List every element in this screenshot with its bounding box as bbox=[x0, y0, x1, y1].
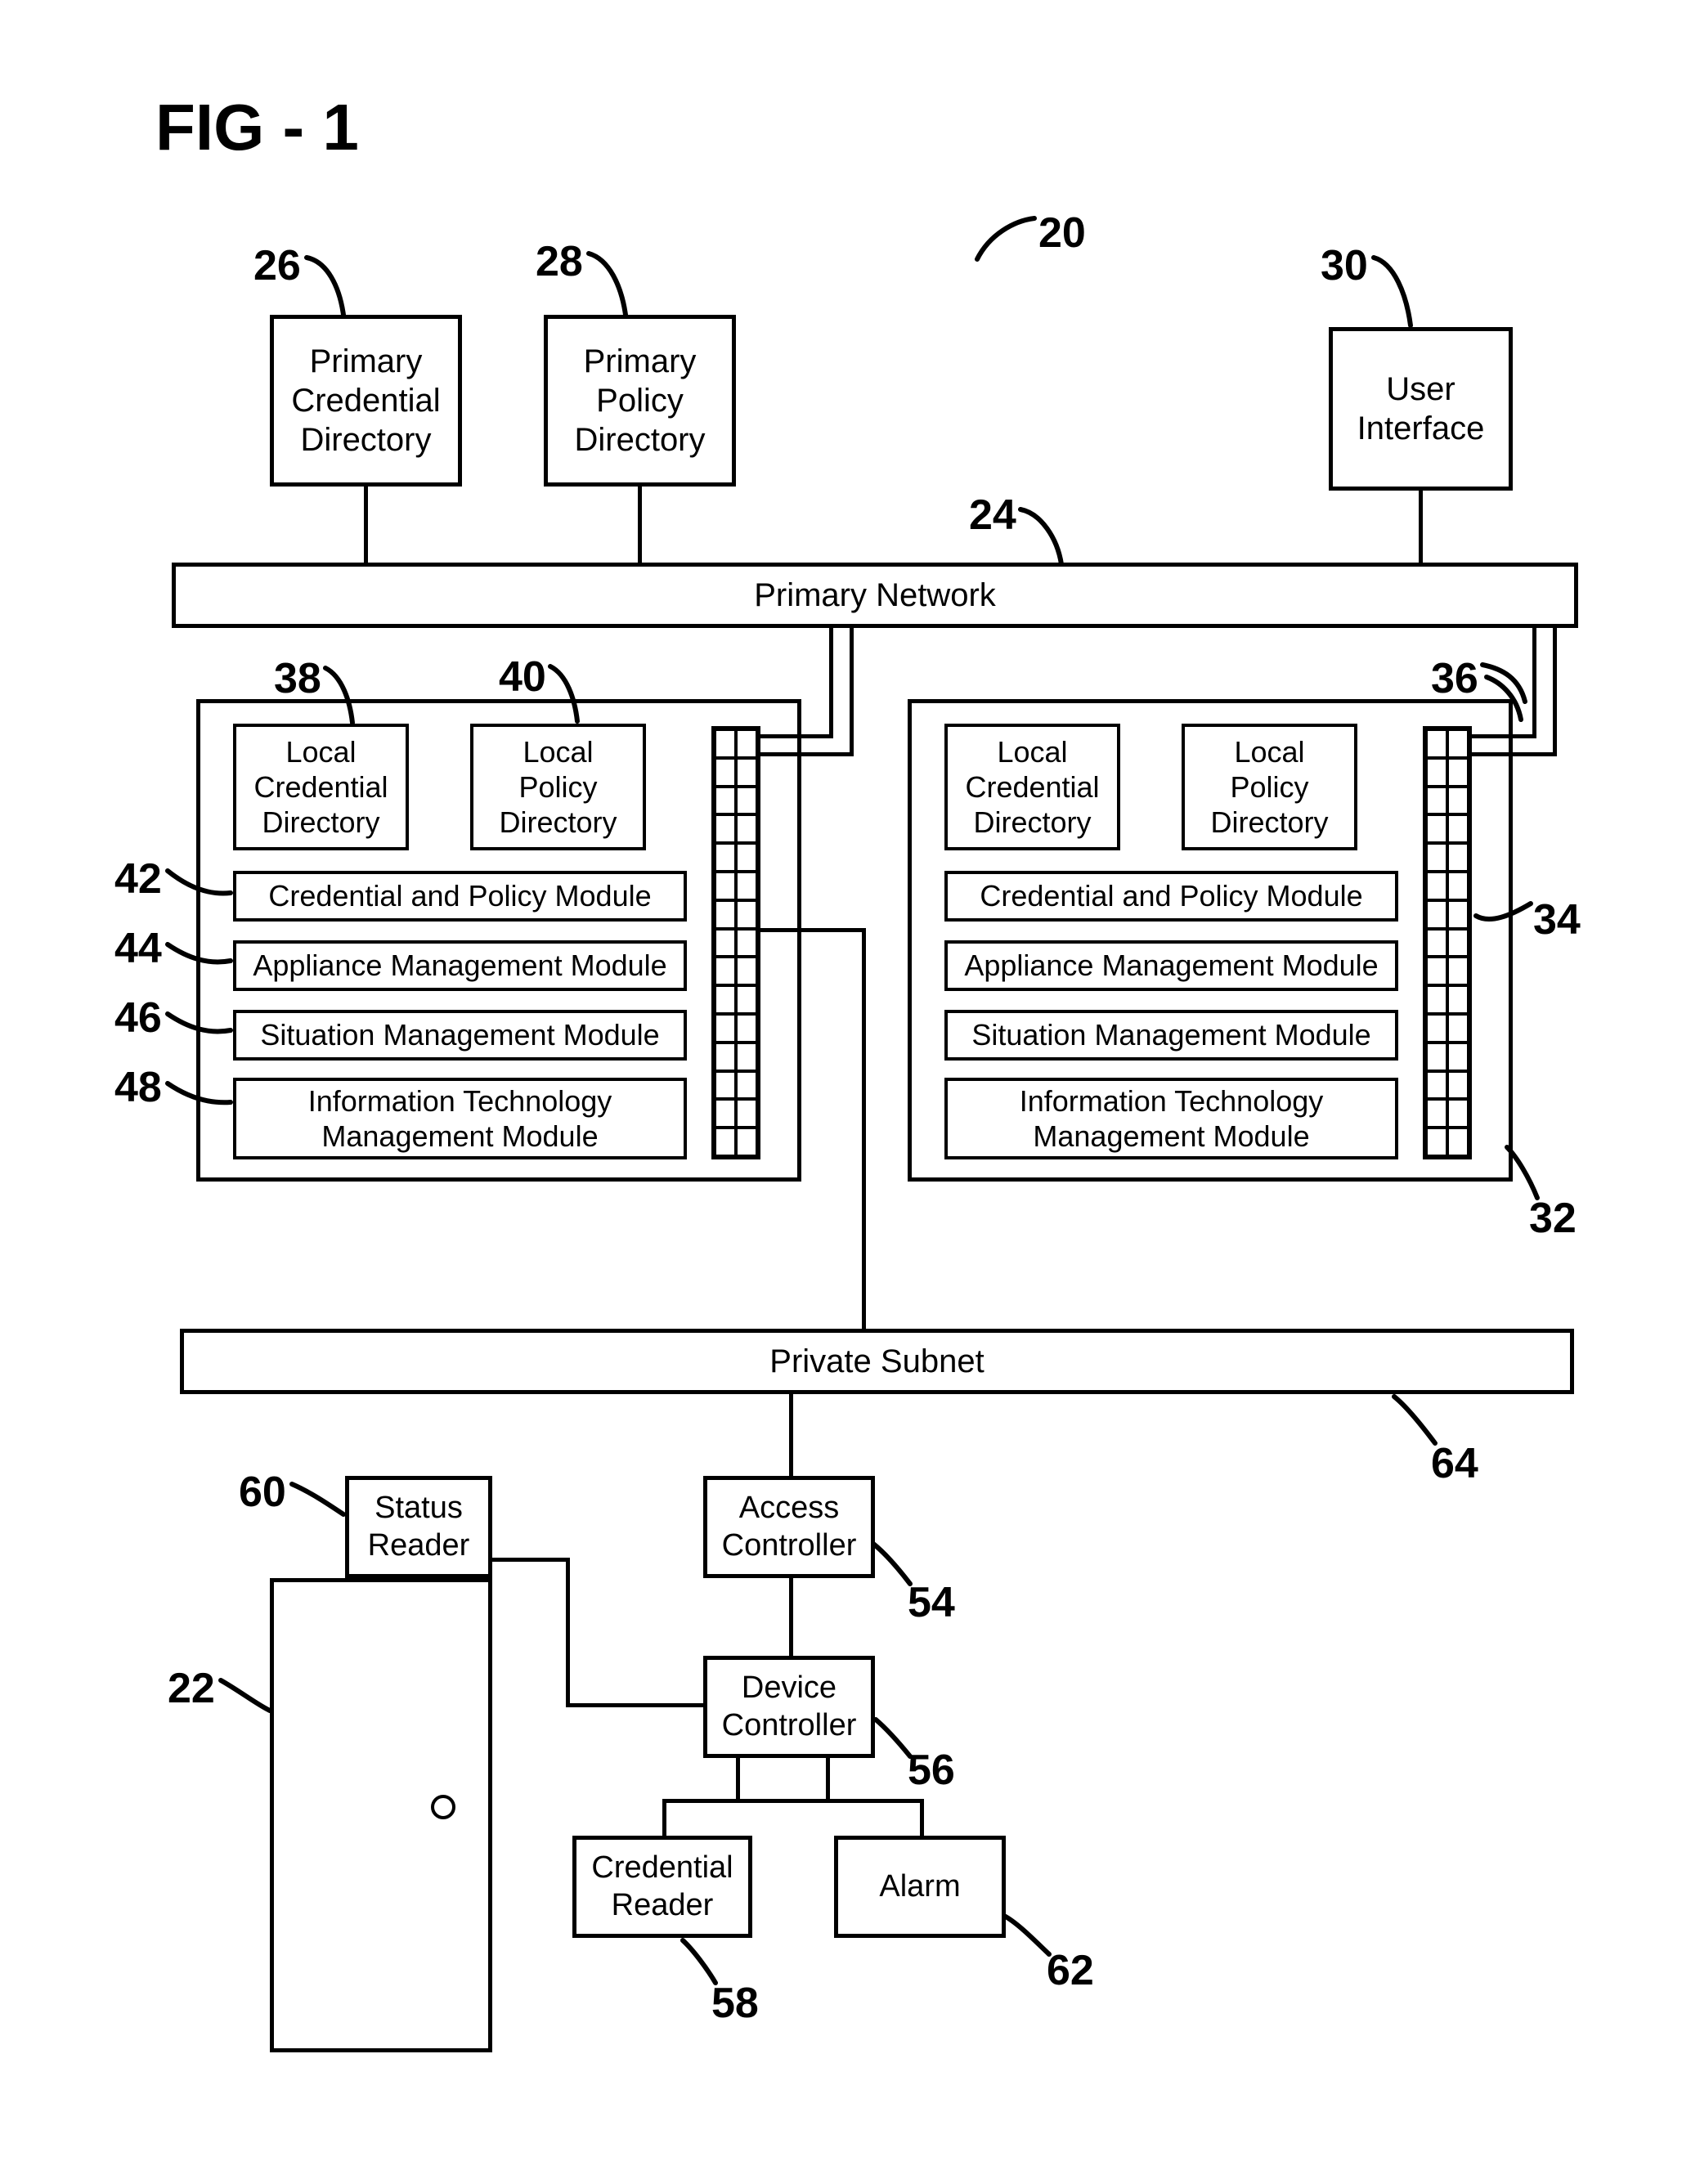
primary-network-box: Primary Network bbox=[172, 563, 1578, 628]
lead-60 bbox=[288, 1480, 347, 1517]
line-net-right-2v bbox=[1553, 628, 1557, 756]
status-reader-box: Status Reader bbox=[345, 1476, 492, 1578]
figure-label: FIG - 1 bbox=[155, 90, 359, 165]
private-subnet-box: Private Subnet bbox=[180, 1329, 1574, 1394]
left-appliance-container: Local Credential Directory Local Policy … bbox=[196, 699, 801, 1182]
line-status-to-device-h2 bbox=[566, 1703, 705, 1707]
door-handle-icon bbox=[431, 1795, 455, 1819]
ref-40: 40 bbox=[499, 653, 546, 702]
left-local-credential-dir: Local Credential Directory bbox=[233, 724, 409, 850]
right-appliance-container: Local Credential Directory Local Policy … bbox=[908, 699, 1513, 1182]
line-left-to-subnet-h bbox=[760, 928, 866, 932]
alarm-box: Alarm bbox=[834, 1836, 1006, 1938]
lead-54 bbox=[871, 1541, 920, 1590]
ref-60: 60 bbox=[239, 1468, 286, 1517]
ref-26: 26 bbox=[253, 241, 301, 290]
primary-credential-directory-box: Primary Credential Directory bbox=[270, 315, 462, 487]
right-appliance-module: Appliance Management Module bbox=[944, 940, 1398, 991]
ref-34: 34 bbox=[1533, 895, 1581, 944]
ref-48: 48 bbox=[114, 1063, 162, 1112]
lead-42 bbox=[164, 867, 233, 899]
line-ui-to-network bbox=[1419, 491, 1423, 564]
ref-30: 30 bbox=[1321, 241, 1368, 290]
left-local-policy-dir: Local Policy Directory bbox=[470, 724, 646, 850]
right-local-policy-dir: Local Policy Directory bbox=[1182, 724, 1357, 850]
left-port-grid bbox=[711, 726, 760, 1159]
line-fork-to-cred bbox=[662, 1799, 666, 1836]
lead-34 bbox=[1473, 899, 1535, 932]
lead-62 bbox=[1002, 1913, 1059, 1958]
primary-policy-directory-box: Primary Policy Directory bbox=[544, 315, 736, 487]
line-net-left-2v bbox=[850, 628, 854, 756]
left-situation-module: Situation Management Module bbox=[233, 1010, 687, 1061]
line-left-to-subnet-v bbox=[862, 928, 866, 1329]
access-controller-box: Access Controller bbox=[703, 1476, 875, 1578]
line-status-to-device-v bbox=[566, 1558, 570, 1707]
ref-44: 44 bbox=[114, 924, 162, 973]
ref-36: 36 bbox=[1431, 654, 1478, 703]
line-pcd-to-network bbox=[364, 487, 368, 564]
line-access-to-device bbox=[789, 1578, 793, 1656]
lead-64 bbox=[1390, 1394, 1447, 1447]
lead-32 bbox=[1505, 1145, 1554, 1202]
lead-26 bbox=[303, 253, 368, 319]
credential-reader-box: Credential Reader bbox=[572, 1836, 752, 1938]
left-cred-policy-module: Credential and Policy Module bbox=[233, 871, 687, 922]
line-status-to-device-h bbox=[492, 1558, 570, 1562]
line-net-left-2h bbox=[760, 752, 854, 756]
device-controller-box: Device Controller bbox=[703, 1656, 875, 1758]
lead-24 bbox=[1016, 505, 1082, 567]
line-subnet-to-access bbox=[789, 1394, 793, 1476]
lead-22 bbox=[217, 1676, 274, 1713]
line-net-left-1h bbox=[760, 734, 833, 738]
line-net-right-2h bbox=[1471, 752, 1557, 756]
line-device-fork-v1 bbox=[736, 1758, 740, 1799]
lead-48 bbox=[164, 1079, 233, 1108]
left-it-module: Information Technology Management Module bbox=[233, 1078, 687, 1159]
lead-28 bbox=[585, 249, 650, 319]
lead-40 bbox=[546, 662, 595, 724]
door-icon bbox=[270, 1578, 492, 2052]
right-local-credential-dir: Local Credential Directory bbox=[944, 724, 1120, 850]
line-net-right-1v bbox=[1532, 628, 1536, 738]
line-device-fork-v2 bbox=[826, 1758, 830, 1799]
line-net-right-1h bbox=[1471, 734, 1536, 738]
lead-58 bbox=[679, 1938, 724, 1987]
ref-42: 42 bbox=[114, 854, 162, 904]
ref-46: 46 bbox=[114, 993, 162, 1043]
ref-38: 38 bbox=[274, 654, 321, 703]
ref-22: 22 bbox=[168, 1664, 215, 1713]
right-situation-module: Situation Management Module bbox=[944, 1010, 1398, 1061]
right-cred-policy-module: Credential and Policy Module bbox=[944, 871, 1398, 922]
right-it-module: Information Technology Management Module bbox=[944, 1078, 1398, 1159]
line-device-fork-h bbox=[662, 1799, 924, 1803]
line-net-left-1v bbox=[829, 628, 833, 738]
lead-46 bbox=[164, 1010, 233, 1038]
lead-20 bbox=[973, 214, 1038, 263]
lead-44 bbox=[164, 940, 233, 969]
user-interface-box: User Interface bbox=[1329, 327, 1513, 491]
left-appliance-module: Appliance Management Module bbox=[233, 940, 687, 991]
lead-30 bbox=[1370, 253, 1435, 327]
diagram-canvas: FIG - 1 Primary Credential Directory Pri… bbox=[0, 0, 1682, 2184]
line-fork-to-alarm bbox=[920, 1799, 924, 1836]
ref-28: 28 bbox=[536, 237, 583, 286]
ref-20: 20 bbox=[1038, 209, 1086, 258]
ref-24: 24 bbox=[969, 491, 1016, 540]
lead-56 bbox=[873, 1717, 918, 1762]
right-port-grid bbox=[1423, 726, 1472, 1159]
line-ppd-to-network bbox=[638, 487, 642, 564]
lead-38 bbox=[321, 664, 370, 725]
